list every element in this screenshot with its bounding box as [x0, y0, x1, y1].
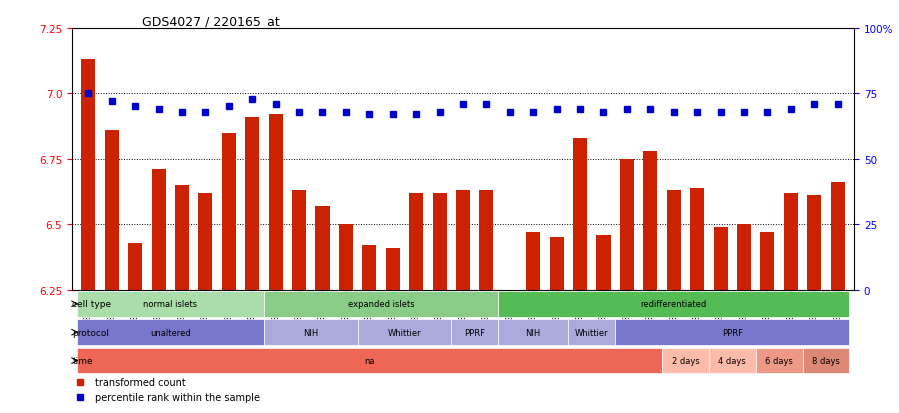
Bar [714, 227, 727, 290]
FancyBboxPatch shape [568, 320, 615, 345]
Bar [292, 191, 306, 290]
FancyBboxPatch shape [803, 348, 850, 373]
Bar [175, 185, 189, 290]
Bar [129, 243, 142, 290]
Text: NIH: NIH [303, 328, 318, 337]
Text: Whittier: Whittier [575, 328, 609, 337]
FancyBboxPatch shape [451, 320, 498, 345]
FancyBboxPatch shape [264, 291, 498, 317]
FancyBboxPatch shape [498, 291, 850, 317]
Bar [245, 118, 259, 290]
Bar [807, 196, 822, 290]
Text: normal islets: normal islets [143, 299, 198, 309]
FancyBboxPatch shape [76, 320, 264, 345]
Text: NIH: NIH [526, 328, 541, 337]
FancyBboxPatch shape [662, 348, 709, 373]
Text: transformed count: transformed count [95, 377, 186, 387]
Text: na: na [364, 356, 375, 365]
Bar [104, 131, 119, 290]
Bar [456, 191, 470, 290]
FancyBboxPatch shape [76, 348, 662, 373]
Bar [339, 225, 353, 290]
FancyBboxPatch shape [264, 320, 358, 345]
Bar [503, 290, 517, 300]
Bar [784, 193, 797, 290]
Text: Whittier: Whittier [387, 328, 422, 337]
Bar [620, 159, 634, 290]
Bar [573, 138, 587, 290]
Bar [362, 246, 377, 290]
FancyBboxPatch shape [615, 320, 850, 345]
FancyBboxPatch shape [76, 291, 264, 317]
Bar [667, 191, 681, 290]
Text: expanded islets: expanded islets [348, 299, 414, 309]
Text: 8 days: 8 days [812, 356, 840, 365]
Text: percentile rank within the sample: percentile rank within the sample [95, 392, 261, 402]
Text: cell type: cell type [73, 299, 111, 309]
Text: 6 days: 6 days [765, 356, 793, 365]
FancyBboxPatch shape [358, 320, 451, 345]
Text: 4 days: 4 days [718, 356, 746, 365]
Bar [831, 183, 845, 290]
Bar [644, 152, 657, 290]
Bar [199, 193, 212, 290]
Bar [761, 233, 774, 290]
Text: GDS4027 / 220165_at: GDS4027 / 220165_at [142, 15, 280, 28]
Text: 2 days: 2 days [672, 356, 699, 365]
Bar [222, 133, 236, 290]
Bar [81, 60, 95, 290]
Text: redifferentiated: redifferentiated [641, 299, 707, 309]
Text: unaltered: unaltered [150, 328, 191, 337]
Text: time: time [73, 356, 93, 365]
FancyBboxPatch shape [709, 348, 756, 373]
Text: PPRF: PPRF [722, 328, 743, 337]
Bar [690, 188, 704, 290]
FancyBboxPatch shape [756, 348, 803, 373]
Bar [269, 115, 282, 290]
Bar [152, 170, 165, 290]
Bar [386, 248, 400, 290]
Bar [549, 238, 564, 290]
Bar [432, 193, 447, 290]
Bar [479, 191, 494, 290]
Bar [409, 193, 423, 290]
Bar [526, 233, 540, 290]
Bar [316, 206, 330, 290]
Bar [596, 235, 610, 290]
Bar [737, 225, 751, 290]
Text: PPRF: PPRF [464, 328, 485, 337]
Text: protocol: protocol [73, 328, 110, 337]
FancyBboxPatch shape [498, 320, 568, 345]
